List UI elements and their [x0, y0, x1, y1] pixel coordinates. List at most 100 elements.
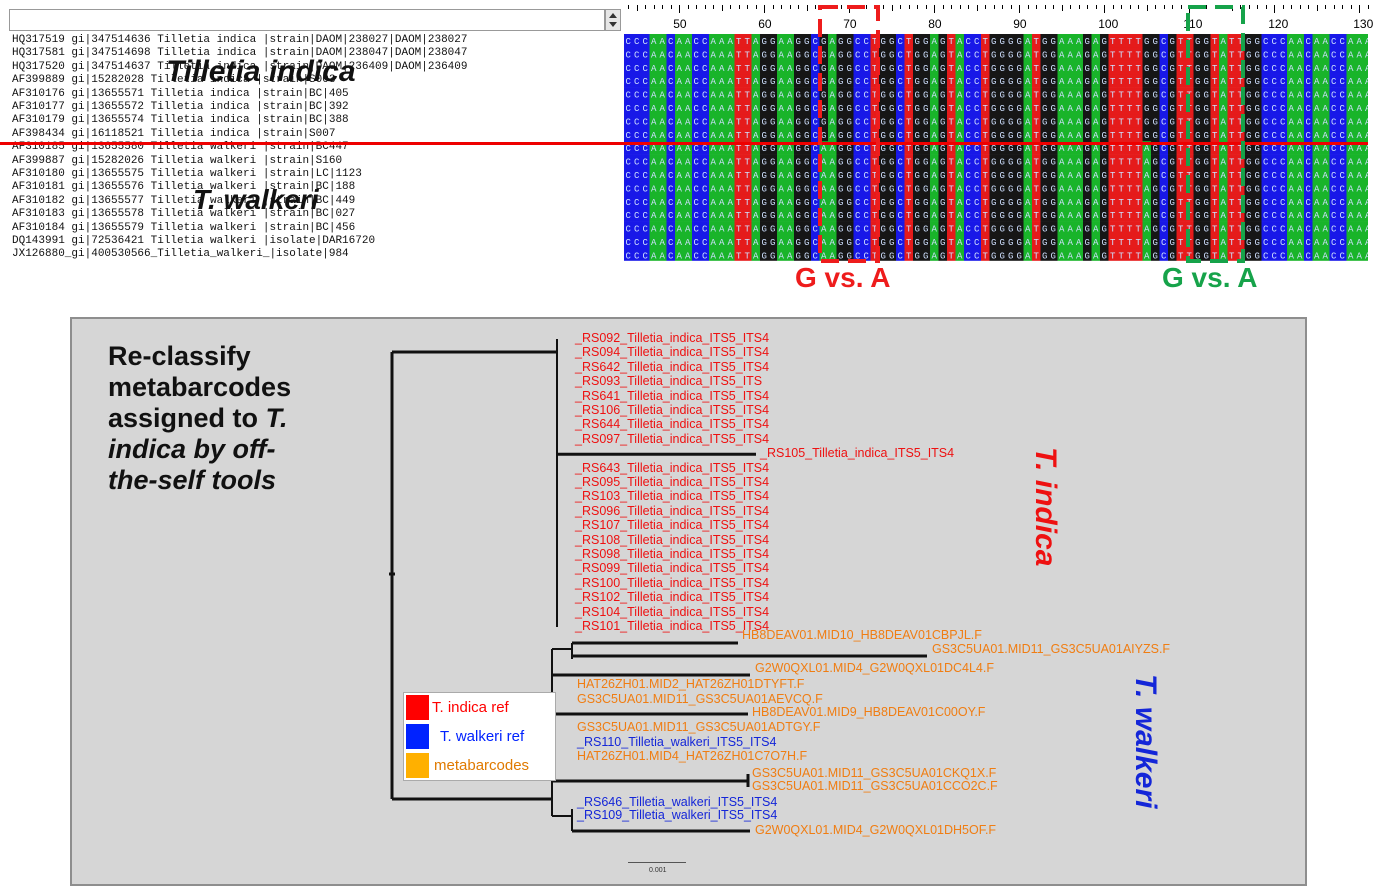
alignment-cell: [666, 141, 676, 155]
alignment-cell: [998, 168, 1007, 182]
alignment-cell: [1321, 114, 1330, 129]
alignment-cell: [1304, 60, 1313, 75]
alignment-cell: [777, 154, 786, 169]
alignment-base: C: [855, 50, 861, 60]
alignment-cell: [836, 154, 846, 169]
alignment-base: A: [1221, 77, 1227, 87]
alignment-cell: [1108, 47, 1118, 62]
alignment-cell: [1219, 114, 1228, 129]
alignment-base: C: [626, 77, 632, 87]
alignment-base: G: [1042, 91, 1047, 101]
alignment-base: G: [1102, 37, 1107, 47]
sequence-name[interactable]: AF310179 gi|13655574 Tilletia indica |st…: [12, 114, 349, 127]
tree-leaf-label: _RS106_Tilletia_indica_ITS5_ITS4: [575, 403, 770, 417]
sequence-name[interactable]: HQ317581 gi|347514698 Tilletia indica |s…: [12, 47, 468, 60]
alignment-base: C: [1331, 117, 1337, 127]
alignment-base: A: [1068, 77, 1074, 87]
alignment-base: A: [651, 117, 657, 127]
sequence-name[interactable]: AF310181 gi|13655576 Tilletia walkeri |s…: [12, 181, 356, 194]
alignment-cell: [1295, 127, 1305, 142]
sequence-name[interactable]: DQ143991 gi|72536421 Tilletia walkeri |i…: [12, 235, 376, 247]
alignment-cell: [947, 101, 956, 115]
sequence-name[interactable]: AF399889 gi|15282028 Tilletia indica |st…: [12, 74, 336, 87]
sequence-name[interactable]: AF310182 gi|13655577 Tilletia walkeri |s…: [12, 194, 356, 207]
alignment-cell: [1346, 34, 1356, 48]
alignment-cell: [683, 47, 693, 62]
alignment-cell: [743, 101, 752, 115]
alignment-cell: [726, 74, 735, 88]
alignment-cell: [1108, 101, 1118, 115]
alignment-cell: [972, 101, 982, 115]
sequence-name[interactable]: AF310180 gi|13655575 Tilletia walkeri |s…: [12, 168, 362, 180]
sequence-name[interactable]: AF398434 gi|16118521 Tilletia indica |st…: [12, 127, 336, 140]
alignment-base: C: [626, 131, 632, 141]
alignment-base: A: [1314, 158, 1320, 168]
alignment-base: G: [1000, 50, 1005, 60]
sequence-name[interactable]: JX126880_gi|400530566_Tilletia_walkeri_|…: [12, 248, 349, 261]
sequence-name[interactable]: AF310176 gi|13655571 Tilletia indica |st…: [12, 87, 349, 100]
alignment-base: G: [804, 131, 809, 141]
alignment-base: C: [1272, 144, 1278, 154]
alignment-base: C: [974, 184, 980, 194]
sequence-name[interactable]: HQ317520 gi|347514637 Tilletia indica |s…: [12, 60, 468, 73]
alignment-cell: [845, 141, 854, 155]
alignment-cell: [998, 60, 1007, 75]
alignment-base: A: [787, 144, 793, 154]
alignment-cell: [1066, 74, 1075, 88]
alignment-cell: [683, 141, 693, 155]
alignment-base: T: [1178, 144, 1184, 154]
alignment-base: G: [940, 91, 945, 101]
alignment-cell: [709, 101, 718, 115]
sequence-name[interactable]: HQ317519 gi|347514636 Tilletia indica |s…: [12, 34, 468, 46]
alignment-cell: [1338, 74, 1347, 88]
alignment-base: A: [1076, 50, 1082, 60]
alignment-cell: [1261, 141, 1271, 155]
alignment-base: A: [1025, 64, 1031, 74]
alignment-cell: [1312, 101, 1322, 115]
alignment-base: C: [1331, 37, 1337, 47]
alignment-cell: [853, 127, 863, 142]
alignment-cell: [1193, 34, 1203, 48]
alignment-base: A: [1365, 171, 1368, 181]
alignment-cell: [947, 87, 956, 102]
alignment-base: C: [864, 158, 870, 168]
alignment-cell: [1108, 87, 1118, 102]
alignment-cell: [896, 101, 905, 115]
alignment-cell: [870, 87, 880, 102]
alignment-base: C: [974, 50, 980, 60]
alignment-cell: [717, 101, 727, 115]
alignment-base: A: [651, 37, 657, 47]
alignment-base: A: [753, 131, 759, 141]
alignment-cell: [1287, 114, 1296, 129]
alignment-base: T: [1178, 64, 1184, 74]
alignment-cell: [853, 34, 863, 48]
alignment-cell: [947, 114, 956, 129]
sequence-name[interactable]: AF310184 gi|13655579 Tilletia walkeri |s…: [12, 221, 356, 234]
alignment-cell: [1244, 101, 1254, 115]
scroll-up-button[interactable]: [605, 9, 621, 31]
alignment-cell: [802, 141, 812, 155]
alignment-base: G: [940, 158, 945, 168]
alignment-base: A: [932, 64, 938, 74]
alignment-base: C: [1161, 144, 1167, 154]
alignment-base: A: [830, 184, 836, 194]
alignment-base: A: [830, 144, 836, 154]
tree-leaf-label: GS3C5UA01.MID11_GS3C5UA01AEVCQ.F: [577, 692, 823, 706]
alignment-base: A: [753, 77, 759, 87]
alignment-cell: [1346, 114, 1356, 129]
sequence-name[interactable]: AF399887 gi|15282026 Tilletia walkeri |s…: [12, 154, 343, 167]
sequence-name[interactable]: AF310183 gi|13655578 Tilletia walkeri |s…: [12, 208, 356, 221]
alignment-cell: [709, 181, 718, 196]
alignment-cell: [1202, 127, 1211, 142]
alignment-cell: [768, 60, 778, 75]
alignment-cell: [819, 60, 829, 75]
alignment-cell: [1278, 154, 1288, 169]
alignment-cell: [1193, 101, 1203, 115]
alignment-base: C: [694, 158, 700, 168]
alignment-base: G: [991, 184, 996, 194]
sequence-name[interactable]: AF310177 gi|13655572 Tilletia indica |st…: [12, 101, 349, 113]
alignment-base: A: [932, 158, 938, 168]
alignment-cell: [675, 101, 684, 115]
alignment-base: A: [1323, 64, 1329, 74]
alignment-cell: [913, 127, 922, 142]
